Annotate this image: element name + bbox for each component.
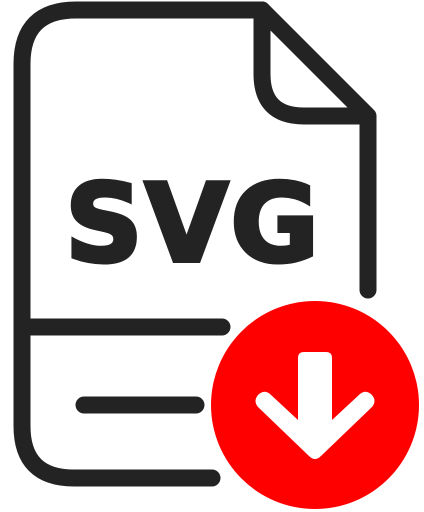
file-outline [13, 1, 271, 487]
file-type-label: SVG [63, 160, 321, 289]
download-arrow-icon [211, 301, 419, 509]
download-arrow [255, 352, 375, 459]
file-corner-fold [253, 7, 373, 125]
